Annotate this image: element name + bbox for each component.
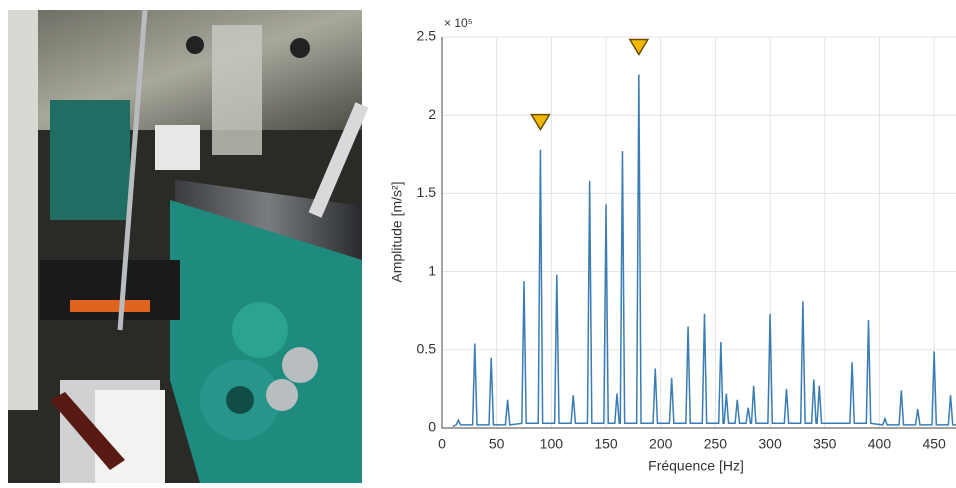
x-tick-label: 450 <box>922 436 946 452</box>
x-tick-label: 150 <box>594 436 618 452</box>
x-tick-label: 400 <box>868 436 892 452</box>
y-tick-label: 2.5 <box>417 28 437 44</box>
y-multiplier: × 10⁵ <box>444 16 473 30</box>
spectrum-line <box>452 74 956 428</box>
peak-marker <box>530 113 551 132</box>
x-axis-label: Fréquence [Hz] <box>648 458 744 474</box>
x-tick-label: 300 <box>758 436 782 452</box>
engine-photo <box>8 9 369 483</box>
spectrum-chart: Amplitude [m/s²] Fréquence [Hz] × 10⁵ <box>389 16 744 474</box>
y-tick-label: 0 <box>428 419 436 435</box>
y-tick-label: 2 <box>428 106 436 122</box>
peak-marker <box>628 38 650 56</box>
x-tick-label: 50 <box>489 436 505 452</box>
x-tick-label: 0 <box>438 436 446 452</box>
y-tick-label: 1 <box>428 262 436 278</box>
y-tick-label: 1.5 <box>417 184 437 200</box>
x-tick-label: 350 <box>813 436 837 452</box>
y-tick-label: 0.5 <box>417 341 437 357</box>
x-tick-label: 200 <box>649 436 673 452</box>
axes <box>441 37 956 429</box>
y-axis-label: Amplitude [m/s²] <box>389 181 405 282</box>
x-tick-label: 250 <box>704 436 728 452</box>
x-tick-label: 100 <box>540 436 564 452</box>
